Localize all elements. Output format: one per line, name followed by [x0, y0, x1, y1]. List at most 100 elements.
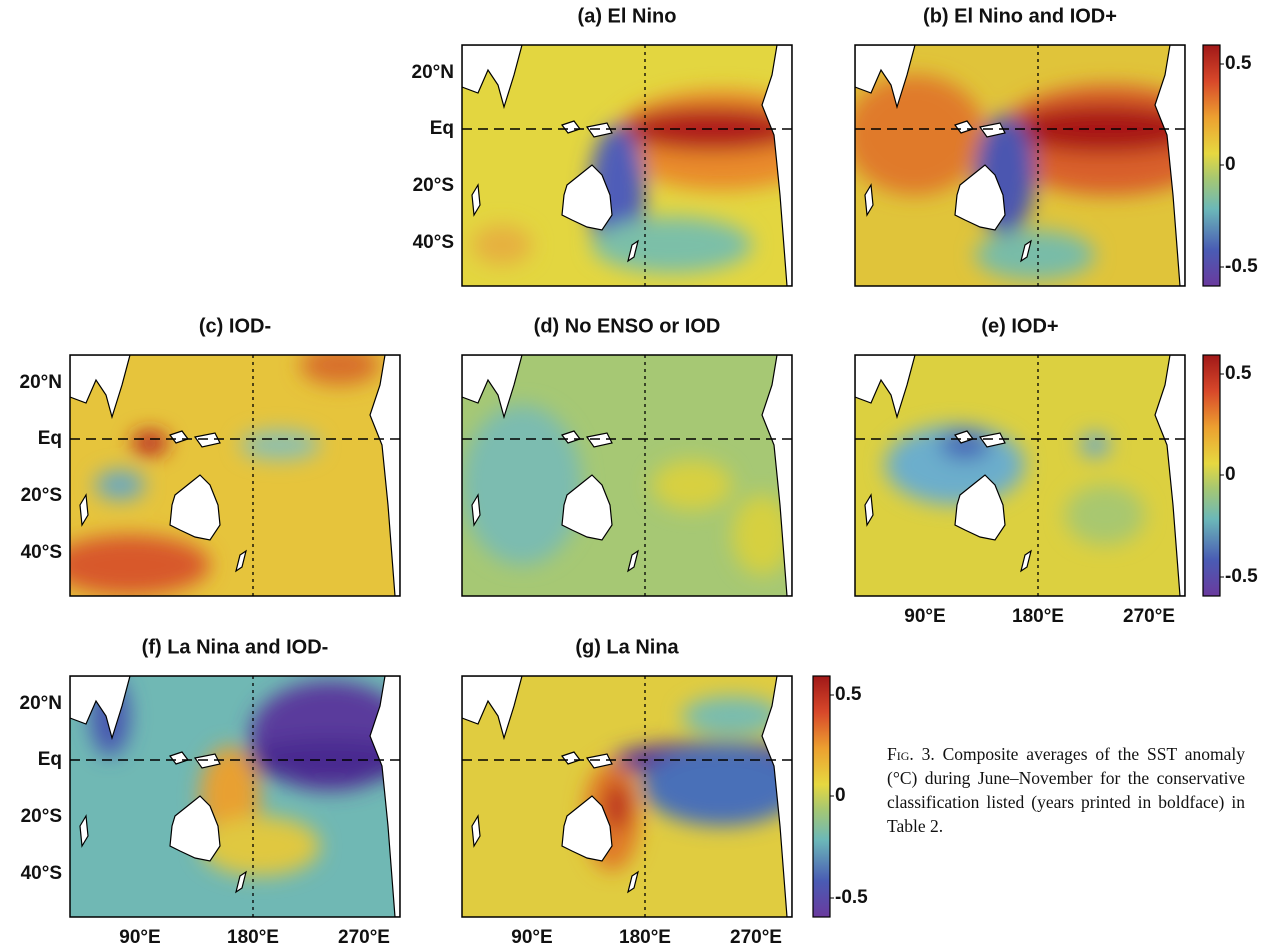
anomaly-patch [592, 217, 752, 273]
land [369, 676, 400, 917]
anomaly-patch [652, 460, 732, 510]
map-panel: (f) La Nina and IOD- 20°N Eq 20°S 40°S 90°E 18… [20, 636, 401, 948]
anomaly-patch [732, 495, 792, 575]
land [1154, 355, 1185, 596]
land [561, 164, 613, 231]
land [462, 355, 523, 420]
x-axis-label: 90°E [904, 606, 945, 627]
land [761, 676, 792, 917]
land [235, 870, 247, 894]
colorbar-scale [812, 675, 831, 918]
x-axis-label: 90°E [119, 927, 160, 947]
land [585, 753, 613, 769]
colorbar-tick-label: -0.5 [835, 887, 868, 908]
map-frame [461, 44, 793, 287]
land [70, 676, 131, 741]
map-field [70, 355, 400, 596]
x-axis-label: 90°E [511, 927, 552, 947]
anomaly-patch [605, 781, 629, 831]
colorbar-tick-label: 0 [1225, 464, 1236, 485]
colorbar-tick-label: 0.5 [1225, 53, 1252, 74]
land [627, 870, 639, 894]
land [585, 122, 613, 138]
land [70, 355, 131, 420]
anomaly-patch [132, 431, 168, 455]
colorbar-tick-label: 0 [1225, 154, 1236, 175]
map-panel: (g) La Nina 90°E 180°E 270°E [461, 636, 793, 948]
anomaly-patch [855, 75, 985, 195]
caption-label: Fig. 3. [887, 744, 935, 764]
anomaly-patch [240, 430, 320, 460]
land [855, 355, 916, 420]
land [627, 239, 639, 263]
map-panel: (c) IOD- 20°N Eq 20°S 40°S [20, 315, 401, 597]
land [369, 355, 400, 596]
anomaly-patch [200, 816, 320, 876]
anomaly-field [462, 405, 792, 575]
land [561, 795, 613, 862]
map-panel: (b) El Nino and IOD+ [854, 5, 1186, 287]
colorbar-tick-label: -0.5 [1225, 566, 1258, 587]
anomaly-patch [472, 225, 532, 265]
land [864, 493, 874, 527]
panel-title: (e) IOD+ [981, 315, 1058, 337]
map-frame [461, 354, 793, 597]
land [193, 432, 221, 448]
anomaly-patch [95, 470, 145, 500]
anomaly-field [472, 90, 792, 273]
x-axis-label: 270°E [730, 927, 782, 947]
land [462, 676, 523, 741]
map-panel: (d) No ENSO or IOD [461, 315, 793, 597]
colorbar: 0.5 0 -0.5 [812, 675, 868, 918]
land [954, 164, 1006, 231]
colorbar-scale [1202, 44, 1221, 287]
land [235, 549, 247, 573]
colorbar: 0.5 0 -0.5 [1202, 44, 1258, 287]
y-axis-label: Eq [430, 118, 454, 139]
anomaly-field [584, 696, 792, 871]
anomaly-patch [1065, 485, 1145, 545]
map-frame [854, 354, 1186, 597]
y-axis-label: 20°N [20, 693, 62, 714]
land [169, 795, 221, 862]
land [978, 122, 1006, 138]
colorbar-scale [1202, 354, 1221, 597]
y-axis-label: 40°S [413, 232, 454, 253]
caption-text: Composite averages of the SST anomaly (°… [887, 744, 1245, 836]
colorbar: 0.5 0 -0.5 [1202, 354, 1258, 597]
map-field [70, 676, 400, 917]
map-field [855, 45, 1185, 286]
land [79, 493, 89, 527]
land [761, 355, 792, 596]
land [471, 493, 481, 527]
anomaly-patch [300, 355, 380, 385]
y-axis-label: 40°S [21, 542, 62, 563]
anomaly-patch [1080, 433, 1110, 457]
land [1154, 45, 1185, 286]
map-frame [854, 44, 1186, 287]
anomaly-patch [975, 230, 1095, 280]
land [193, 753, 221, 769]
map-field [462, 45, 792, 286]
y-axis-label: 20°S [413, 175, 454, 196]
land [585, 432, 613, 448]
map-field [462, 355, 792, 596]
panel-title: (a) El Nino [578, 5, 677, 27]
colorbar-tick-label: 0 [835, 785, 846, 806]
y-axis-label: Eq [38, 749, 62, 770]
land [627, 549, 639, 573]
land [471, 814, 481, 848]
anomaly-patch [682, 696, 782, 736]
x-axis-label: 270°E [1123, 606, 1175, 627]
x-axis-label: 180°E [619, 927, 671, 947]
x-axis-label: 180°E [227, 927, 279, 947]
panel-title: (f) La Nina and IOD- [142, 636, 329, 658]
land [1020, 549, 1032, 573]
anomaly-patch [462, 405, 582, 565]
anomaly-patch [940, 430, 990, 460]
map-field [855, 355, 1185, 596]
y-axis-label: 20°S [21, 485, 62, 506]
x-axis-label: 180°E [1012, 606, 1064, 627]
land [1020, 239, 1032, 263]
